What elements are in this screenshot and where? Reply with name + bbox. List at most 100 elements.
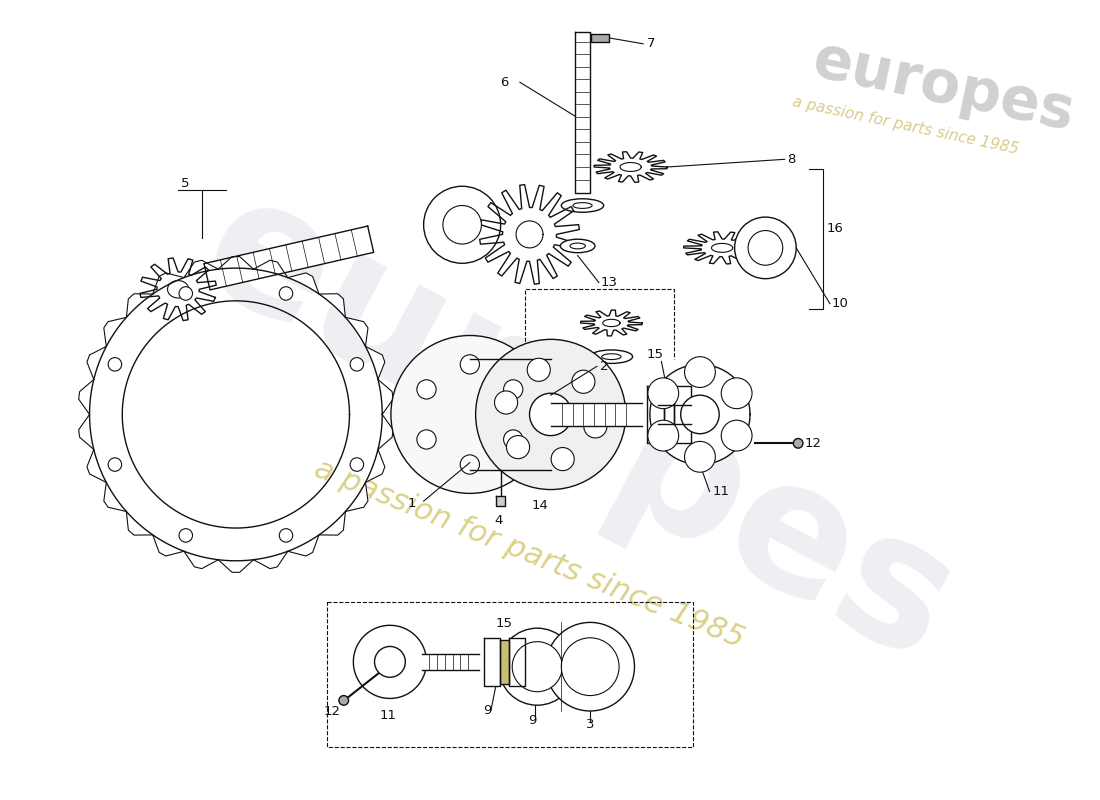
- Polygon shape: [378, 379, 393, 414]
- Ellipse shape: [179, 529, 192, 542]
- Ellipse shape: [602, 354, 621, 359]
- Ellipse shape: [504, 430, 522, 449]
- Ellipse shape: [684, 357, 715, 387]
- Text: 4: 4: [495, 514, 503, 527]
- Ellipse shape: [513, 642, 562, 692]
- Text: a passion for parts since 1985: a passion for parts since 1985: [791, 94, 1020, 157]
- Text: 13: 13: [601, 276, 618, 289]
- Text: 5: 5: [180, 177, 189, 190]
- Polygon shape: [421, 654, 480, 670]
- Ellipse shape: [591, 350, 632, 363]
- Ellipse shape: [546, 622, 635, 711]
- Polygon shape: [288, 535, 319, 556]
- Polygon shape: [218, 257, 253, 269]
- Text: 11: 11: [713, 485, 729, 498]
- Ellipse shape: [504, 380, 522, 399]
- Text: 16: 16: [826, 222, 843, 235]
- Ellipse shape: [350, 358, 364, 371]
- Ellipse shape: [417, 430, 436, 449]
- Polygon shape: [594, 152, 668, 182]
- Polygon shape: [484, 638, 499, 686]
- Polygon shape: [591, 34, 609, 42]
- Ellipse shape: [570, 243, 585, 249]
- Polygon shape: [647, 386, 664, 443]
- Text: europes: europes: [173, 158, 982, 700]
- Text: 15: 15: [496, 617, 513, 630]
- Polygon shape: [470, 358, 551, 470]
- Text: europes: europes: [807, 31, 1079, 142]
- Ellipse shape: [722, 420, 752, 451]
- Polygon shape: [218, 560, 253, 572]
- Ellipse shape: [560, 239, 595, 253]
- Ellipse shape: [681, 395, 719, 434]
- Ellipse shape: [648, 378, 679, 409]
- Polygon shape: [253, 260, 288, 278]
- Polygon shape: [319, 511, 345, 535]
- Polygon shape: [365, 346, 385, 379]
- Polygon shape: [140, 258, 217, 321]
- Polygon shape: [288, 273, 319, 294]
- Ellipse shape: [648, 420, 679, 451]
- Text: 12: 12: [323, 706, 341, 718]
- Text: 7: 7: [647, 38, 656, 50]
- Ellipse shape: [417, 380, 436, 399]
- Ellipse shape: [573, 202, 592, 209]
- Ellipse shape: [527, 358, 550, 382]
- Polygon shape: [103, 318, 127, 346]
- Polygon shape: [204, 226, 374, 290]
- Text: 9: 9: [483, 703, 492, 717]
- Text: a passion for parts since 1985: a passion for parts since 1985: [310, 454, 749, 654]
- Ellipse shape: [495, 391, 518, 414]
- Polygon shape: [664, 387, 674, 442]
- Polygon shape: [184, 260, 218, 278]
- Text: 12: 12: [805, 437, 822, 450]
- Ellipse shape: [506, 435, 529, 458]
- Polygon shape: [658, 405, 691, 424]
- Polygon shape: [253, 551, 288, 569]
- Text: 15: 15: [646, 348, 663, 362]
- Polygon shape: [89, 268, 382, 561]
- Polygon shape: [575, 32, 591, 193]
- Polygon shape: [87, 450, 107, 482]
- Ellipse shape: [374, 646, 405, 678]
- Ellipse shape: [475, 339, 626, 490]
- Text: 8: 8: [788, 153, 796, 166]
- Ellipse shape: [735, 217, 796, 278]
- Polygon shape: [365, 450, 385, 482]
- Polygon shape: [345, 482, 368, 511]
- Polygon shape: [353, 626, 427, 698]
- Polygon shape: [499, 640, 509, 684]
- Ellipse shape: [561, 638, 619, 695]
- Ellipse shape: [584, 415, 607, 438]
- Ellipse shape: [498, 628, 575, 706]
- Ellipse shape: [108, 458, 122, 471]
- Polygon shape: [509, 638, 525, 686]
- Polygon shape: [126, 294, 153, 318]
- Polygon shape: [103, 482, 127, 511]
- Text: 2: 2: [600, 360, 608, 373]
- Polygon shape: [184, 551, 218, 569]
- Text: 6: 6: [500, 76, 508, 89]
- Ellipse shape: [179, 286, 192, 300]
- Ellipse shape: [424, 186, 500, 263]
- Text: 10: 10: [832, 298, 849, 310]
- Polygon shape: [79, 379, 94, 414]
- Polygon shape: [345, 318, 368, 346]
- Polygon shape: [126, 511, 153, 535]
- Ellipse shape: [793, 438, 803, 448]
- Polygon shape: [683, 232, 760, 264]
- Polygon shape: [480, 185, 580, 284]
- Ellipse shape: [460, 354, 480, 374]
- Polygon shape: [674, 386, 691, 443]
- Ellipse shape: [108, 358, 122, 371]
- Ellipse shape: [350, 458, 364, 471]
- Text: 14: 14: [531, 499, 548, 513]
- Polygon shape: [87, 346, 107, 379]
- Text: 3: 3: [586, 718, 594, 731]
- Ellipse shape: [748, 230, 783, 266]
- Ellipse shape: [572, 370, 595, 394]
- Ellipse shape: [722, 378, 752, 409]
- Polygon shape: [319, 294, 345, 318]
- Polygon shape: [551, 403, 642, 426]
- Ellipse shape: [279, 286, 293, 300]
